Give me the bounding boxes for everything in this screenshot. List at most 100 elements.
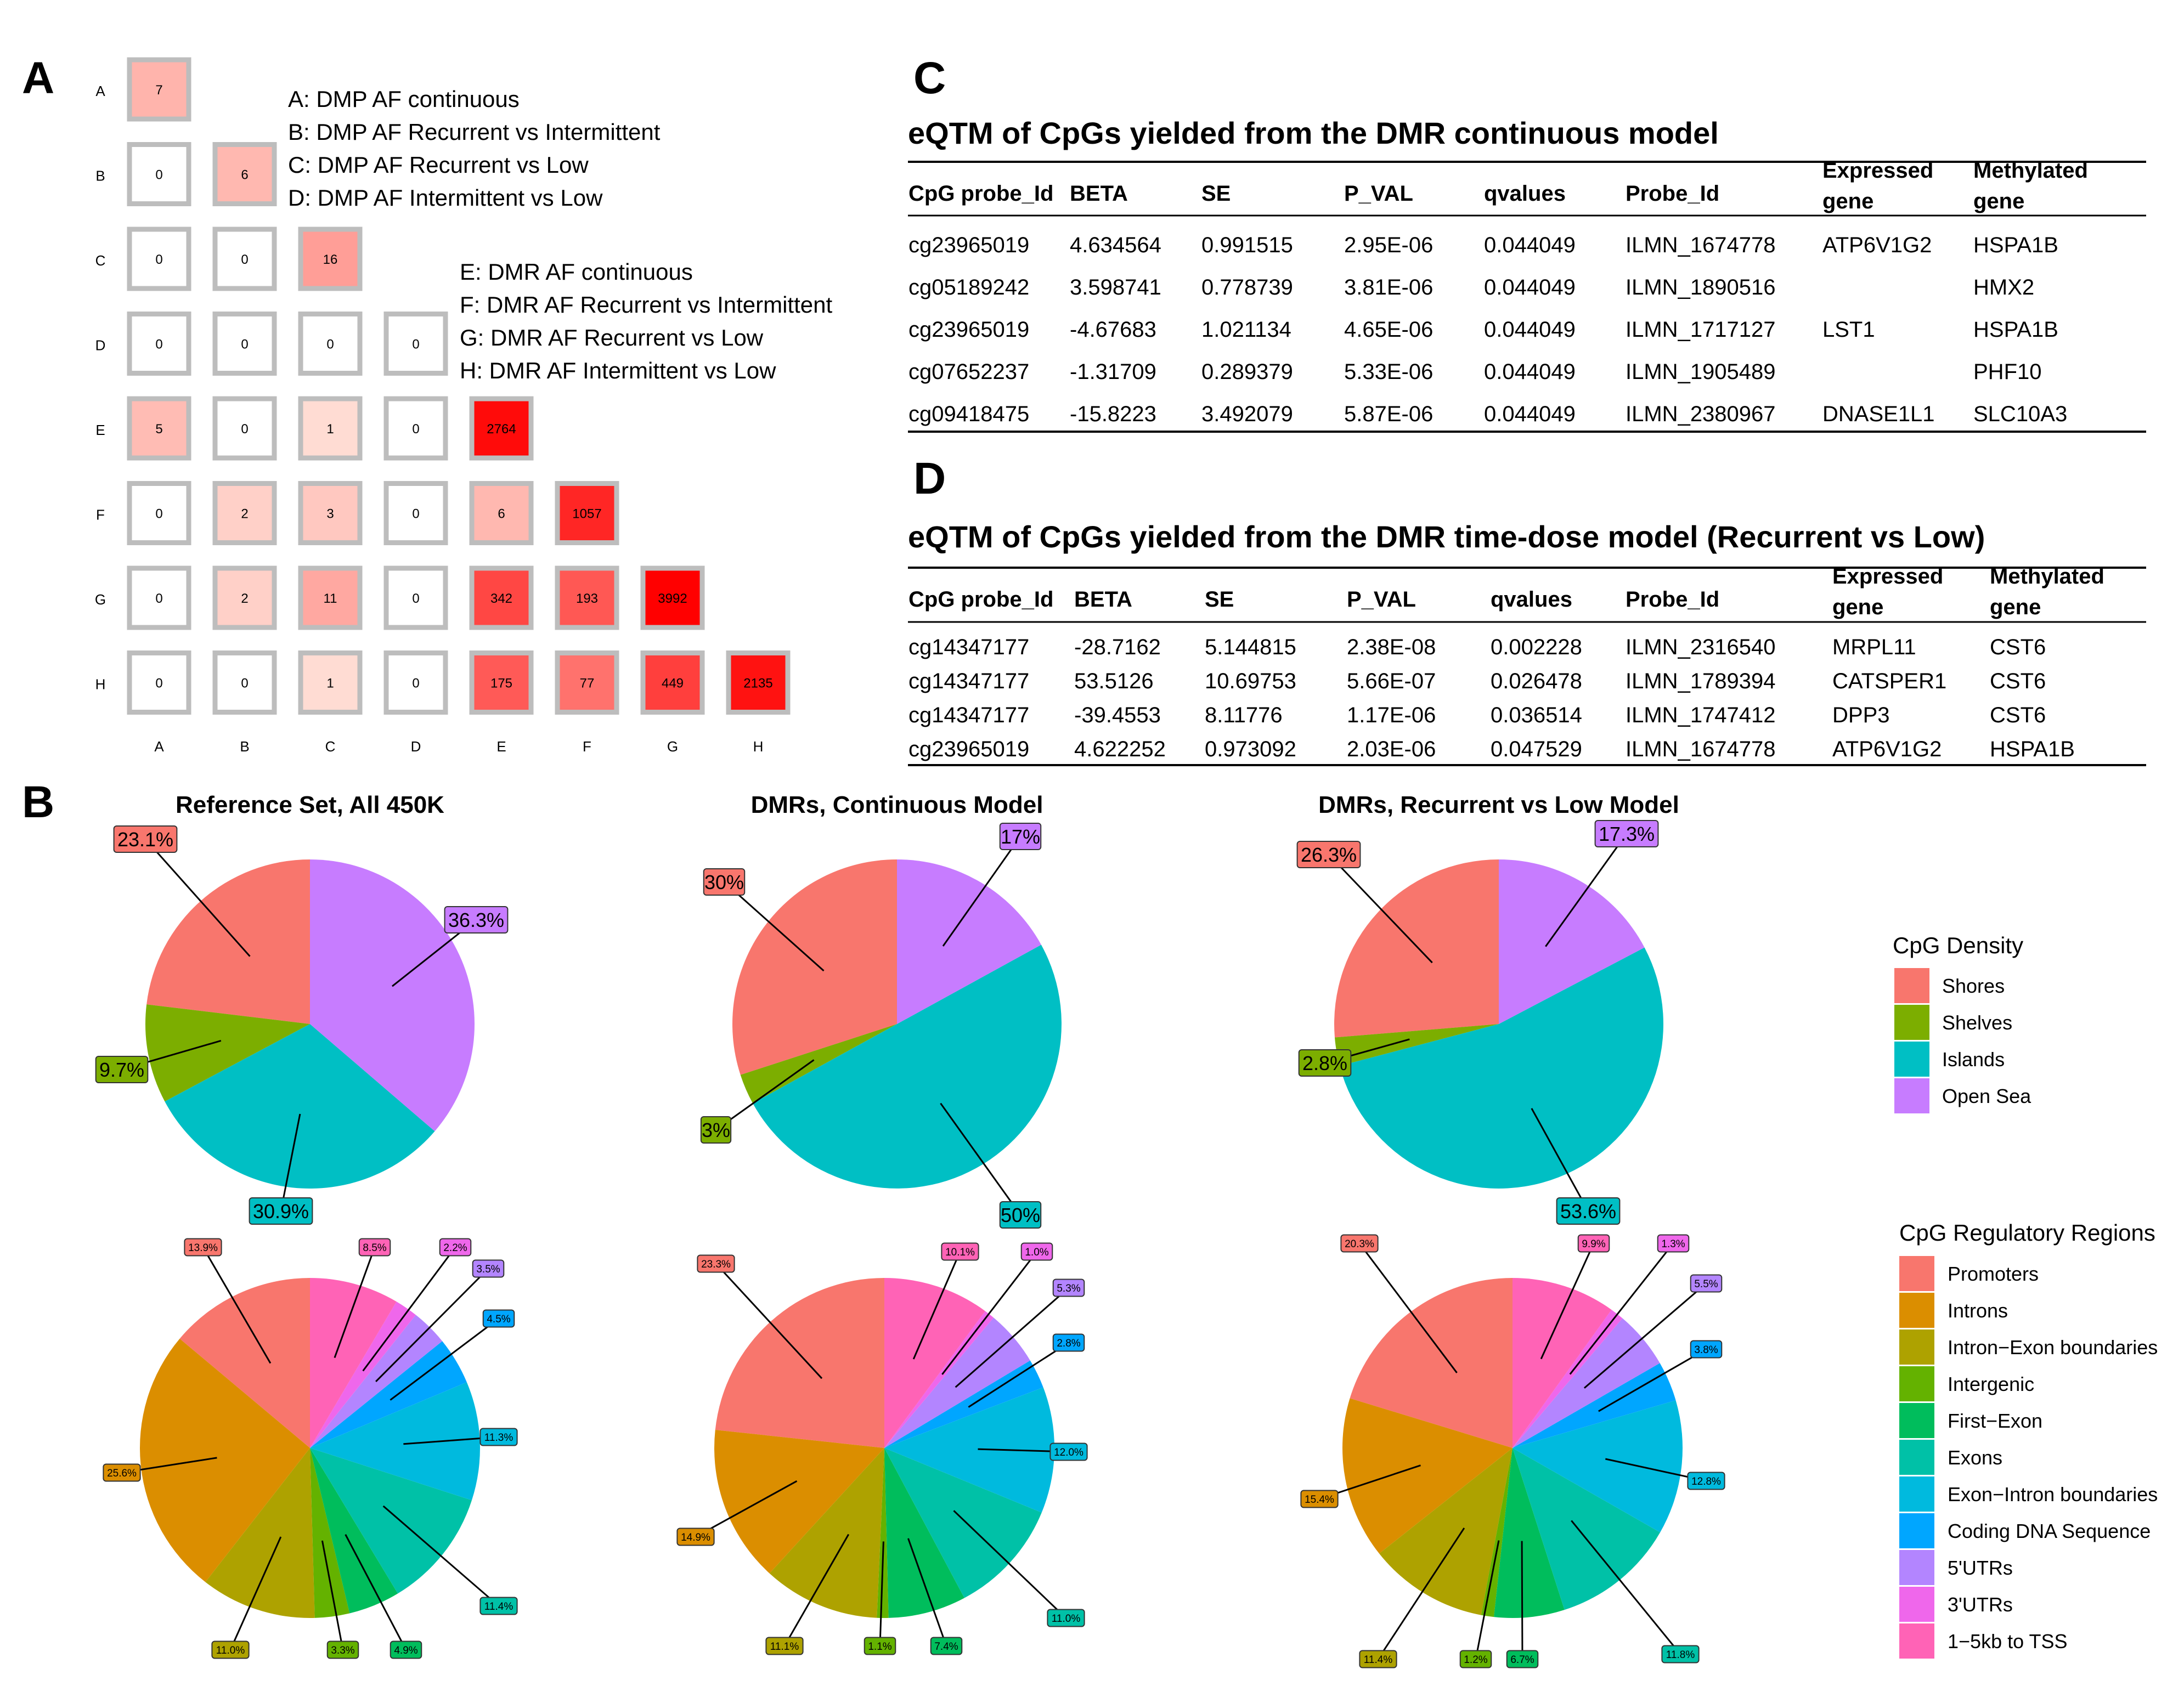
heatmap-cell-value: 0 (155, 507, 162, 522)
pie-label-box (999, 823, 1042, 850)
pie-label: 4.9% (394, 1645, 417, 1656)
pie-label: 26.3% (1301, 844, 1357, 866)
pie-leader-line (321, 1540, 344, 1650)
table-header: Methylated (1973, 159, 2088, 183)
legend-item: Coding DNA Sequence (1948, 1520, 2151, 1542)
heatmap-cell (383, 312, 448, 376)
table-cell: ILMN_1747412 (1626, 703, 1776, 727)
pie-label-box (1052, 1333, 1085, 1352)
legend-a-item: D: DMP AF Intermittent vs Low (288, 185, 603, 211)
pie-slice (732, 859, 897, 1075)
pie-label-box (358, 1238, 391, 1257)
table-header: BETA (1074, 587, 1132, 612)
legend-item: First−Exon (1948, 1410, 2042, 1432)
table-cell: 4.65E-06 (1344, 318, 1433, 342)
table-title: eQTM of CpGs yielded from the DMR time-d… (908, 519, 1985, 554)
heatmap-cell-value: 193 (576, 591, 598, 606)
pie-label-box (439, 1238, 472, 1257)
pie-slice (1513, 1318, 1660, 1448)
pie-slice (877, 1448, 889, 1618)
table-cell: HSPA1B (1990, 737, 2075, 761)
pie-label-box (1047, 1609, 1085, 1627)
pie-slice (1334, 859, 1499, 1038)
pie-label-box (472, 1259, 505, 1278)
pie-label: 2.2% (443, 1242, 467, 1254)
pie-label-box (700, 1116, 732, 1144)
heatmap-cell (555, 565, 619, 630)
pie-leader-line (375, 1268, 489, 1383)
heatmap-cell-value: 5 (155, 422, 162, 437)
pie-leader-line (907, 1538, 947, 1647)
table-cell: -4.67683 (1070, 318, 1156, 342)
table-cell: 5.33E-06 (1344, 360, 1433, 384)
heatmap-cell (640, 565, 705, 630)
pie-leader-line (1540, 1243, 1595, 1360)
pie-label-box (1577, 1234, 1610, 1253)
heatmap-cell-value: 0 (412, 507, 419, 522)
heatmap-cell (298, 481, 363, 545)
heatmap-cell (127, 396, 191, 461)
table-cell: ATP6V1G2 (1832, 737, 1942, 761)
pie-label: 17% (1001, 825, 1040, 848)
table-cell: 5.87E-06 (1344, 402, 1433, 426)
pie-label: 3.5% (476, 1264, 500, 1275)
pie-leader-line (715, 1263, 823, 1379)
table-cell: ILMN_1905489 (1626, 360, 1776, 384)
table-cell: cg05189242 (908, 275, 1029, 299)
pie-label-box (1049, 1442, 1088, 1461)
legend-a-item: A: DMP AF continuous (288, 86, 520, 112)
pie-leader-line (1569, 1243, 1674, 1375)
heatmap-row-label: C (95, 252, 106, 269)
pie-slice (146, 859, 310, 1024)
table-cell: HSPA1B (1973, 318, 2058, 342)
table-c: eQTM of CpGs yielded from the DMR contin… (908, 116, 2146, 433)
pie-leader-line (953, 1510, 1067, 1619)
pie-label: 2.8% (1302, 1052, 1347, 1074)
table-cell: DNASE1L1 (1822, 402, 1935, 426)
pie-label-box (1296, 841, 1361, 868)
table-cell: 0.044049 (1484, 318, 1576, 342)
legend-item: 1−5kb to TSS (1948, 1630, 2067, 1653)
legend-title: CpG Regulatory Regions (1899, 1220, 2155, 1246)
pie-leader-line (1598, 1348, 1707, 1412)
table-cell: 2.95E-06 (1344, 233, 1433, 257)
pie-label: 3.8% (1694, 1344, 1718, 1356)
pie-slice (753, 944, 1062, 1189)
pie-label-box (113, 825, 178, 853)
pie-label-box (1359, 1650, 1397, 1668)
pie-label: 7.4% (934, 1641, 958, 1653)
panel-label-c: C (913, 53, 946, 103)
pie-label: 9.9% (1582, 1238, 1605, 1250)
table-cell: cg14347177 (908, 703, 1029, 727)
pie-slice (205, 1448, 315, 1618)
pie-label-box (1020, 1242, 1053, 1261)
pie-label: 11.4% (1364, 1654, 1393, 1666)
panel-label-b: B (22, 777, 54, 827)
table-cell: ILMN_2316540 (1626, 635, 1776, 659)
legend-title: CpG Density (1893, 932, 2023, 958)
table-cell: -1.31709 (1070, 360, 1156, 384)
heatmap-cell (383, 481, 448, 545)
pie-label: 3.3% (331, 1645, 354, 1656)
heatmap-cell-value: 0 (155, 676, 162, 691)
heatmap-col-label: G (667, 738, 678, 755)
table-cell: cg14347177 (908, 669, 1029, 693)
heatmap-cell (127, 312, 191, 376)
table-cell: ILMN_1674778 (1626, 233, 1776, 257)
heatmap-cell (469, 565, 534, 630)
table-header: Expressed (1822, 159, 1933, 183)
pie-label-box (1506, 1650, 1539, 1668)
legend-swatch (1899, 1440, 1934, 1475)
pie-slice (310, 1448, 350, 1618)
legend-item: Promoters (1948, 1263, 2039, 1285)
pie-leader-line (280, 1113, 301, 1212)
heatmap-col-label: A (154, 738, 164, 755)
pie-label-box (1657, 1234, 1690, 1253)
pie-leader-line (968, 1342, 1069, 1408)
heatmap-cell-value: 0 (241, 676, 248, 691)
heatmap-cell-value: 0 (412, 591, 419, 606)
table-header: SE (1205, 587, 1234, 612)
legend-a-item: B: DMP AF Recurrent vs Intermittent (288, 119, 661, 145)
pie-leader-line (229, 1536, 282, 1650)
